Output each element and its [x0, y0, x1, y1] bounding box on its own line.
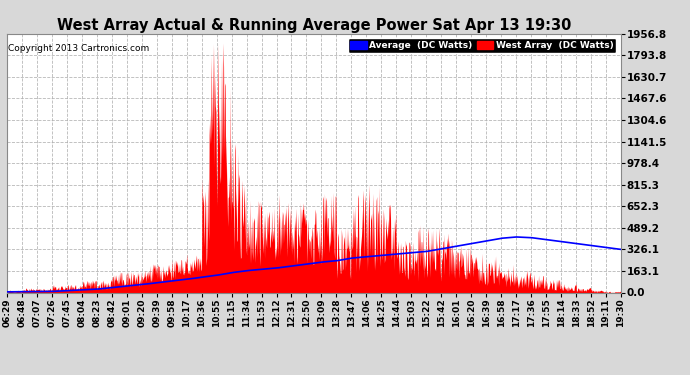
Text: Copyright 2013 Cartronics.com: Copyright 2013 Cartronics.com	[8, 44, 149, 53]
Title: West Array Actual & Running Average Power Sat Apr 13 19:30: West Array Actual & Running Average Powe…	[57, 18, 571, 33]
Legend: Average  (DC Watts), West Array  (DC Watts): Average (DC Watts), West Array (DC Watts…	[348, 38, 616, 53]
